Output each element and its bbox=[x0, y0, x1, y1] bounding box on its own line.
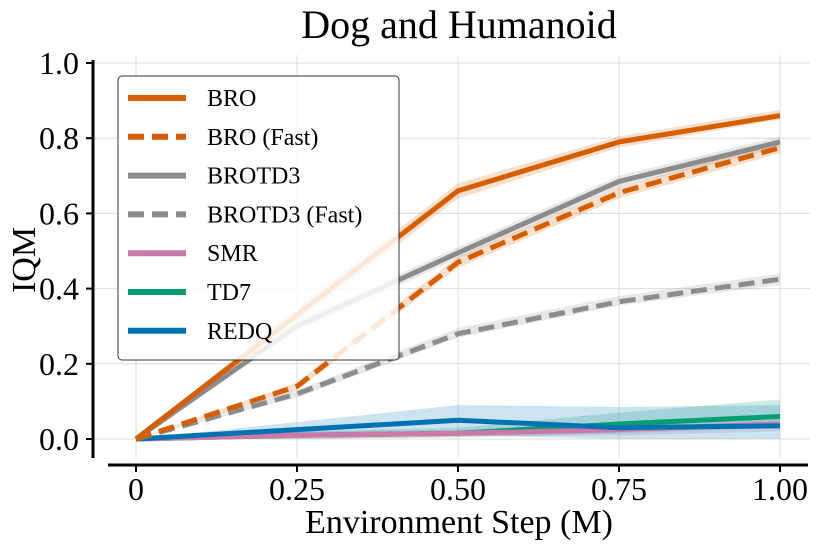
y-tick-label: 1.0 bbox=[39, 45, 79, 81]
y-tick-labels: 0.0 0.2 0.4 0.6 0.8 1.0 bbox=[39, 45, 93, 457]
legend-label: SMR bbox=[207, 241, 258, 267]
x-tick-label: 1.00 bbox=[752, 471, 808, 507]
legend-label: TD7 bbox=[207, 280, 251, 306]
x-tick-label: 0.25 bbox=[269, 471, 325, 507]
legend-label: BRO bbox=[207, 86, 256, 112]
x-tick-label: 0.50 bbox=[430, 471, 486, 507]
legend-label: REDQ bbox=[207, 319, 272, 345]
y-tick-label: 0.0 bbox=[39, 421, 79, 457]
x-tick-labels: 0 0.25 0.50 0.75 1.00 bbox=[128, 465, 808, 507]
legend-label: BRO (Fast) bbox=[207, 125, 318, 151]
y-axis-label: IQM bbox=[6, 227, 43, 293]
x-tick-label: 0.75 bbox=[591, 471, 647, 507]
y-tick-label: 0.6 bbox=[39, 195, 79, 231]
y-tick-label: 0.4 bbox=[39, 271, 79, 307]
y-tick-label: 0.8 bbox=[39, 120, 79, 156]
chart: Dog and Humanoid 0.0 0.2 0.4 0.6 0.8 1.0 0 0.2… bbox=[0, 0, 822, 548]
y-tick-label: 0.2 bbox=[39, 346, 79, 382]
x-axis-label: Environment Step (M) bbox=[305, 504, 613, 541]
legend-label: BROTD3 bbox=[207, 164, 300, 190]
legend: BRO BRO (Fast) BROTD3 BROTD3 (Fast) SMR TD7 RE… bbox=[118, 76, 399, 360]
x-tick-label: 0 bbox=[128, 471, 144, 507]
legend-label: BROTD3 (Fast) bbox=[207, 202, 362, 228]
chart-title: Dog and Humanoid bbox=[301, 2, 617, 47]
